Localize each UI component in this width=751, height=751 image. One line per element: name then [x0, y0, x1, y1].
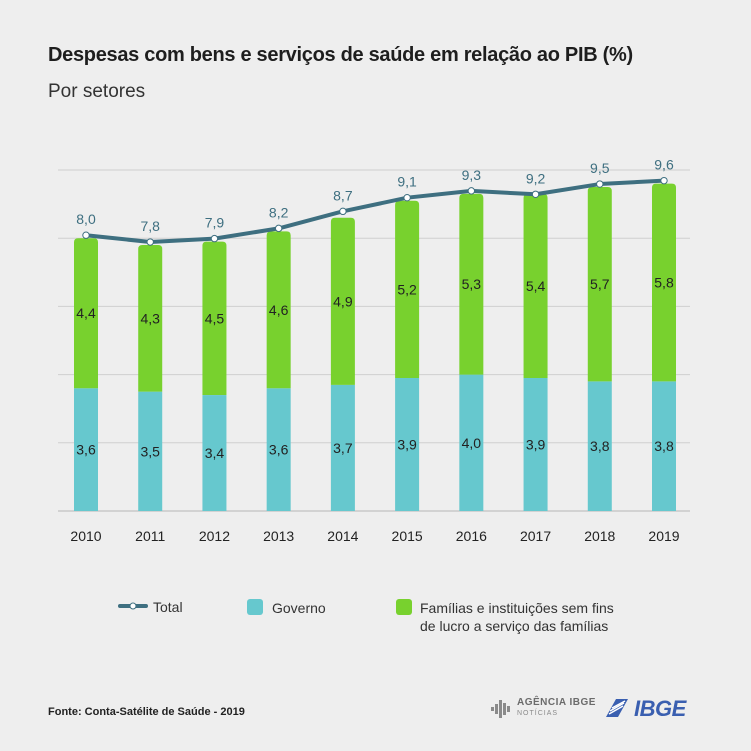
- total-label: 8,7: [333, 187, 353, 203]
- total-line: [84, 178, 666, 245]
- bar-label-governo: 3,7: [333, 440, 353, 456]
- legend-familias-swatch: [396, 599, 412, 615]
- x-tick-label: 2011: [135, 528, 165, 544]
- bar-familias: [652, 183, 676, 382]
- bar-label-governo: 3,8: [654, 438, 674, 454]
- bar-label-governo: 3,5: [140, 443, 160, 459]
- legend-total-swatch: [118, 602, 148, 610]
- legend-familias-line2: de lucro a serviço das famílias: [420, 618, 609, 634]
- x-tick-label: 2013: [263, 528, 294, 544]
- bar-label-governo: 4,0: [462, 435, 482, 451]
- bar-label-familias: 4,3: [140, 310, 160, 326]
- source-note: Fonte: Conta-Satélite de Saúde - 2019: [48, 706, 245, 718]
- total-label: 8,0: [76, 211, 96, 227]
- bar-governo: [652, 381, 676, 511]
- bar-label-familias: 5,4: [526, 278, 546, 294]
- bar-governo: [330, 384, 355, 511]
- bar-governo: [266, 388, 291, 511]
- bar-governo: [523, 378, 548, 511]
- bar-label-familias: 4,5: [205, 310, 225, 326]
- bar-label-governo: 3,8: [590, 438, 610, 454]
- legend-familias-label: Famílias e instituições sem fins de lucr…: [420, 599, 680, 635]
- bar-label-governo: 3,6: [269, 442, 289, 458]
- ibge-logo: IBGE: [602, 694, 702, 724]
- bar-familias: [587, 187, 612, 382]
- legend-governo-swatch: [247, 599, 263, 615]
- stacked-bar-chart: 3,6 4,4 2010 3,5 4,3 2011 3,4 4,5 2012 3,6 4,6 2013…: [58, 157, 690, 544]
- ibge-logo-text: IBGE: [634, 696, 686, 721]
- total-label: 9,2: [526, 170, 546, 186]
- bar-governo: [395, 378, 420, 511]
- bar-governo: [202, 395, 227, 511]
- bar-governo: [138, 391, 163, 511]
- bar-label-governo: 3,9: [397, 437, 417, 453]
- bar-label-familias: 5,3: [462, 276, 482, 292]
- total-point: [531, 190, 540, 198]
- bar-label-familias: 5,8: [654, 275, 674, 291]
- x-tick-label: 2015: [392, 528, 423, 544]
- legend-governo-label: Governo: [272, 600, 326, 616]
- legend-familias-line1: Famílias e instituições sem fins: [420, 600, 614, 616]
- total-point: [146, 238, 154, 246]
- bar-label-governo: 3,6: [76, 442, 96, 458]
- agencia-logo-icon: [491, 700, 510, 718]
- total-point: [274, 224, 283, 233]
- bar-familias: [330, 217, 355, 385]
- x-tick-label: 2017: [520, 528, 551, 544]
- bar-label-familias: 4,9: [333, 293, 353, 309]
- total-label: 7,9: [205, 215, 225, 231]
- bar-label-familias: 4,4: [76, 305, 96, 321]
- agencia-ibge-logo: AGÊNCIA IBGE NOTÍCIAS: [490, 694, 595, 724]
- agencia-logo-text: AGÊNCIA IBGE: [517, 697, 596, 708]
- total-point: [660, 176, 668, 185]
- bar-familias: [138, 245, 163, 392]
- bar-governo: [459, 374, 484, 511]
- total-label: 7,8: [140, 218, 160, 234]
- x-tick-label: 2018: [584, 528, 615, 544]
- total-point: [403, 193, 411, 202]
- ibge-logo-icon: [606, 699, 628, 717]
- total-point: [82, 231, 90, 239]
- legend-total-label: Total: [153, 599, 183, 615]
- total-point: [467, 187, 476, 195]
- total-label: 8,2: [269, 204, 289, 220]
- bar-label-governo: 3,4: [205, 445, 225, 461]
- bar-familias: [202, 241, 227, 396]
- x-tick-label: 2019: [648, 528, 679, 544]
- total-point: [210, 234, 219, 243]
- total-label: 9,3: [462, 167, 482, 183]
- total-label: 9,5: [590, 160, 610, 176]
- bar-familias: [459, 193, 484, 375]
- agencia-logo-subtext: NOTÍCIAS: [517, 710, 559, 717]
- total-label: 9,6: [654, 157, 674, 173]
- x-tick-label: 2014: [327, 528, 358, 544]
- total-point: [596, 180, 604, 188]
- bar-familias: [266, 231, 291, 389]
- bar-familias: [395, 200, 420, 379]
- total-label: 9,1: [397, 174, 417, 190]
- bar-governo: [74, 388, 98, 511]
- bar-familias: [74, 238, 98, 389]
- x-tick-label: 2016: [456, 528, 487, 544]
- chart-title: Despesas com bens e serviços de saúde em…: [48, 44, 633, 66]
- x-tick-label: 2012: [199, 528, 230, 544]
- x-tick-label: 2010: [70, 528, 101, 544]
- bar-label-governo: 3,9: [526, 437, 546, 453]
- bar-label-familias: 4,6: [269, 302, 289, 318]
- bar-familias: [523, 193, 548, 379]
- bar-label-familias: 5,7: [590, 276, 610, 292]
- total-point: [339, 207, 347, 216]
- bar-governo: [587, 381, 612, 511]
- bar-label-familias: 5,2: [397, 281, 417, 297]
- chart-subtitle: Por setores: [48, 81, 146, 102]
